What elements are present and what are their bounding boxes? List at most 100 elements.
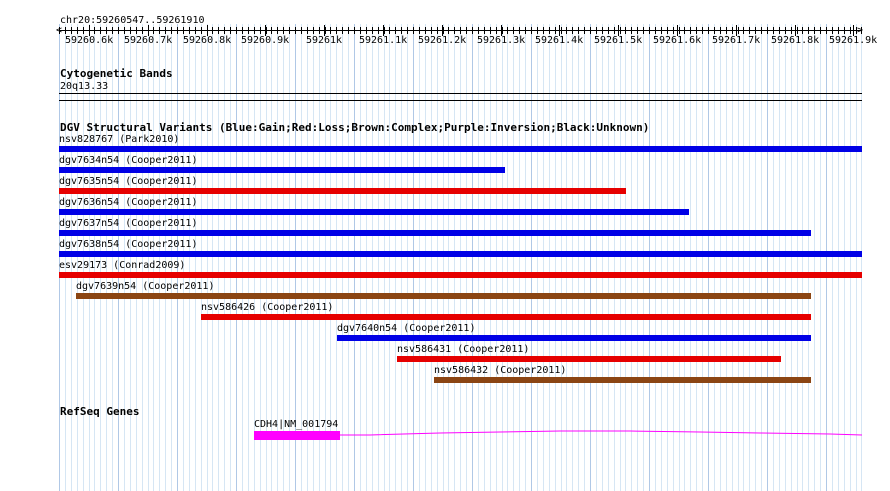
ruler-minor-tick (466, 27, 467, 34)
ruler-minor-tick (443, 27, 444, 34)
dgv-variant-label[interactable]: nsv586426 (Cooper2011) (201, 302, 334, 313)
ruler-minor-tick (738, 27, 739, 34)
ruler-minor-tick (714, 27, 715, 34)
ruler-minor-tick (94, 27, 95, 34)
ruler-minor-tick (71, 27, 72, 34)
dgv-variant-bar[interactable] (76, 293, 811, 299)
ruler-minor-tick (732, 27, 733, 34)
ruler-minor-tick (755, 27, 756, 34)
ruler-minor-tick (832, 27, 833, 34)
ruler-minor-tick (537, 27, 538, 34)
ruler-minor-tick (767, 27, 768, 34)
dgv-variant-label[interactable]: dgv7635n54 (Cooper2011) (59, 176, 198, 187)
ruler-minor-tick (507, 27, 508, 34)
ruler-minor-tick (307, 27, 308, 34)
dgv-variant-label[interactable]: esv29173 (Conrad2009) (59, 260, 186, 271)
refseq-gene-exon[interactable] (254, 431, 340, 440)
dgv-variant-bar[interactable] (59, 188, 626, 194)
dgv-variant-label[interactable]: dgv7634n54 (Cooper2011) (59, 155, 198, 166)
dgv-variant-label[interactable]: dgv7637n54 (Cooper2011) (59, 218, 198, 229)
ruler-minor-tick (779, 27, 780, 34)
cytoband-name: 20q13.33 (60, 81, 109, 92)
ruler-minor-tick (502, 27, 503, 34)
dgv-variant-label[interactable]: dgv7640n54 (Cooper2011) (337, 323, 476, 334)
ruler-tick-label: 59260.8k (183, 35, 232, 46)
ruler-minor-tick (112, 27, 113, 34)
ruler-region-label: chr20:59260547..59261910 (60, 15, 205, 26)
ruler-minor-tick (726, 27, 727, 34)
ruler-minor-tick (330, 27, 331, 34)
ruler-minor-tick (77, 27, 78, 34)
dgv-variant-bar[interactable] (434, 377, 811, 383)
ruler-minor-tick (448, 27, 449, 34)
dgv-variant-label[interactable]: dgv7636n54 (Cooper2011) (59, 197, 198, 208)
ruler-minor-tick (708, 27, 709, 34)
ruler-right-arrow: > (857, 25, 864, 36)
ruler-minor-tick (856, 27, 857, 34)
ruler-major-tick (383, 25, 384, 36)
ruler-tick-label: 59261.8k (771, 35, 820, 46)
ruler-minor-tick (625, 27, 626, 34)
ruler-minor-tick (372, 27, 373, 34)
ruler-minor-tick (844, 27, 845, 34)
ruler-minor-tick (484, 27, 485, 34)
cytoband-top-line (59, 93, 862, 94)
ruler-minor-tick (118, 27, 119, 34)
ruler-minor-tick (136, 27, 137, 34)
ruler-minor-tick (201, 27, 202, 34)
ruler-minor-tick (431, 27, 432, 34)
refseq-gene-label[interactable]: CDH4|NM_001794 (254, 419, 339, 430)
ruler-minor-tick (319, 27, 320, 34)
ruler-minor-tick (218, 27, 219, 34)
dgv-variant-bar[interactable] (337, 335, 811, 341)
ruler-major-tick (501, 25, 502, 36)
ruler-minor-tick (83, 27, 84, 34)
ruler-minor-tick (555, 27, 556, 34)
ruler-minor-tick (65, 27, 66, 34)
ruler-minor-tick (797, 27, 798, 34)
ruler-minor-tick (655, 27, 656, 34)
ruler-minor-tick (814, 27, 815, 34)
ruler-minor-tick (549, 27, 550, 34)
dgv-variant-bar[interactable] (59, 272, 862, 278)
ruler-minor-tick (301, 27, 302, 34)
ruler-minor-tick (684, 27, 685, 34)
ruler-minor-tick (212, 27, 213, 34)
refseq-gene-intron-line[interactable] (340, 430, 863, 436)
ruler-tick-label: 59260.6k (65, 35, 114, 46)
ruler-minor-tick (643, 27, 644, 34)
ruler-minor-tick (183, 27, 184, 34)
ruler-minor-tick (820, 27, 821, 34)
ruler-minor-tick (230, 27, 231, 34)
ruler-minor-tick (295, 27, 296, 34)
dgv-variant-bar[interactable] (59, 146, 862, 152)
ruler-minor-tick (348, 27, 349, 34)
ruler-minor-tick (342, 27, 343, 34)
dgv-variant-bar[interactable] (59, 209, 689, 215)
ruler-minor-tick (620, 27, 621, 34)
dgv-variant-label[interactable]: dgv7639n54 (Cooper2011) (76, 281, 215, 292)
ruler-minor-tick (159, 27, 160, 34)
ruler-minor-tick (366, 27, 367, 34)
dgv-variant-label[interactable]: nsv586431 (Cooper2011) (397, 344, 530, 355)
ruler-minor-tick (661, 27, 662, 34)
dgv-variant-bar[interactable] (201, 314, 811, 320)
ruler-tick-label: 59261k (305, 35, 343, 46)
refseq-track-title: RefSeq Genes (60, 405, 140, 418)
ruler-minor-tick (743, 27, 744, 34)
dgv-variant-label[interactable]: dgv7638n54 (Cooper2011) (59, 239, 198, 250)
ruler-minor-tick (773, 27, 774, 34)
dgv-variant-bar[interactable] (59, 251, 862, 257)
ruler-minor-tick (124, 27, 125, 34)
dgv-variant-label[interactable]: nsv586432 (Cooper2011) (434, 365, 567, 376)
dgv-variant-bar[interactable] (397, 356, 781, 362)
dgv-variant-bar[interactable] (59, 167, 505, 173)
ruler-minor-tick (679, 27, 680, 34)
dgv-variant-bar[interactable] (59, 230, 811, 236)
dgv-variant-label[interactable]: nsv828767 (Park2010) (59, 134, 180, 145)
ruler-minor-tick (584, 27, 585, 34)
ruler-minor-tick (696, 27, 697, 34)
ruler-minor-tick (720, 27, 721, 34)
ruler-tick-label: 59261.6k (653, 35, 702, 46)
ruler-minor-tick (690, 27, 691, 34)
